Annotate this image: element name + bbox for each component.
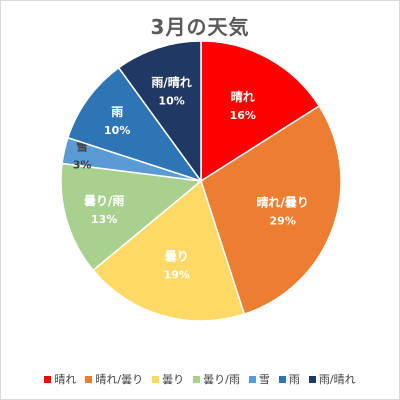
pie-slice-1 xyxy=(200,104,342,316)
legend-label: 晴れ xyxy=(54,373,77,386)
legend-label: 雨 xyxy=(288,373,300,386)
legend-swatch xyxy=(85,375,93,383)
slice-percent-label: 10% xyxy=(104,124,130,137)
slice-category-label: 曇り xyxy=(165,249,189,263)
slice-percent-label: 29% xyxy=(270,214,296,227)
slice-percent-label: 3% xyxy=(73,158,92,171)
legend-item: 曇り/雨 xyxy=(193,371,240,387)
slice-category-label: 晴れ/曇り xyxy=(257,194,309,209)
legend-item: 雨/晴れ xyxy=(308,371,356,387)
legend-item: 雪 xyxy=(248,371,270,387)
legend-label: 雨/晴れ xyxy=(318,373,356,386)
chart-title: 3月の天気 xyxy=(150,15,250,39)
legend-swatch xyxy=(152,375,160,383)
slice-percent-label: 13% xyxy=(91,213,117,226)
pie-slice-3 xyxy=(60,162,203,272)
legend-label: 晴れ/曇り xyxy=(95,373,144,386)
legend-item: 曇り xyxy=(152,371,184,387)
legend-item: 晴れ xyxy=(44,371,76,387)
slice-category-label: 晴れ xyxy=(231,89,255,104)
slice-category-label: 曇り/雨 xyxy=(84,194,124,208)
pie-slice-2 xyxy=(92,179,246,322)
slice-percent-label: 16% xyxy=(230,109,256,122)
slice-percent-label: 10% xyxy=(158,95,184,108)
legend-swatch xyxy=(44,375,52,383)
slice-category-label: 雨/晴れ xyxy=(151,75,191,90)
legend-item: 雨 xyxy=(278,371,300,387)
legend-label: 曇り/雨 xyxy=(203,373,240,386)
legend-swatch xyxy=(248,375,256,383)
legend-swatch xyxy=(308,375,316,383)
pie-slice-0 xyxy=(200,40,321,183)
legend-swatch xyxy=(278,375,286,383)
pie-slice-6 xyxy=(117,40,202,184)
slice-percent-label: 19% xyxy=(164,268,190,281)
pie-slice-5 xyxy=(66,66,203,183)
slice-category-label: 雨 xyxy=(111,105,123,119)
chart-legend: 晴れ 晴れ/曇り 曇り 曇り/雨 雪 雨 雨/晴れ xyxy=(1,371,399,387)
legend-label: 雪 xyxy=(258,373,270,386)
legend-swatch xyxy=(193,375,201,383)
legend-item: 晴れ/曇り xyxy=(85,371,143,387)
legend-label: 曇り xyxy=(162,373,185,386)
